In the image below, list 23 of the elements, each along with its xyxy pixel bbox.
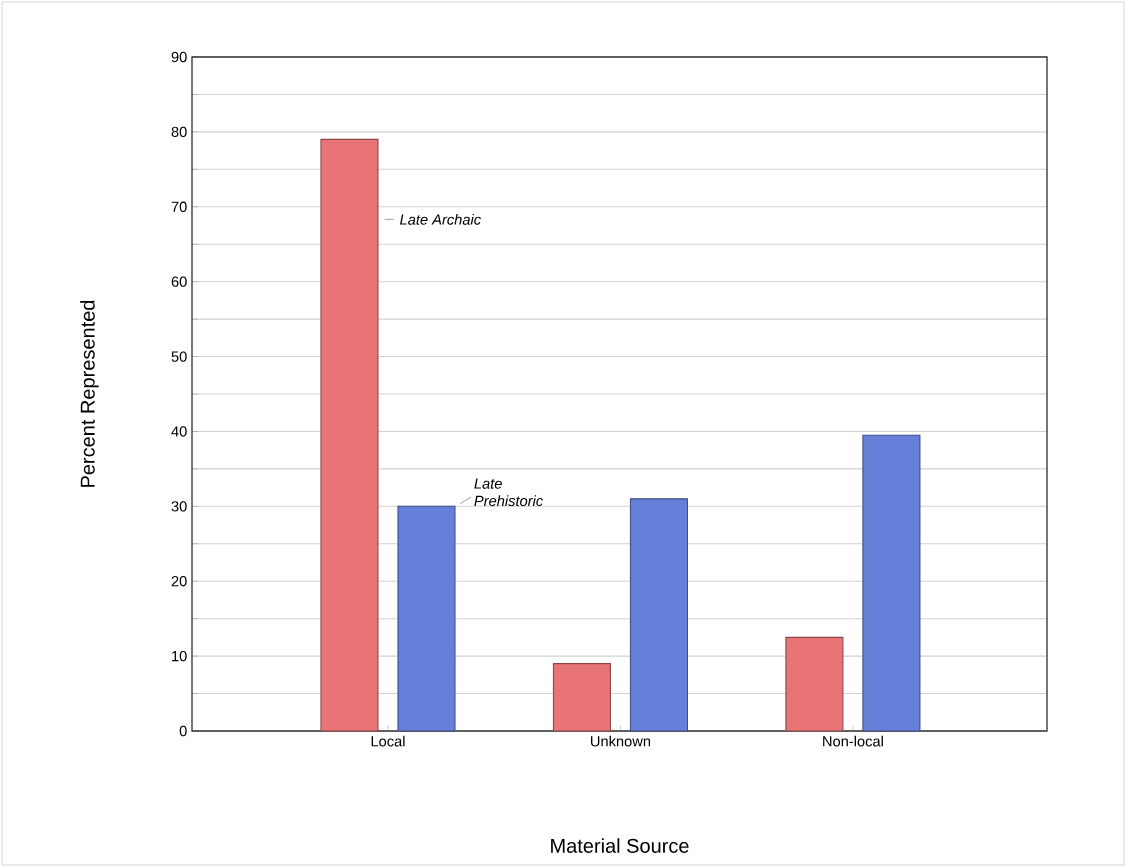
- bar: [397, 505, 456, 732]
- bar: [552, 663, 611, 732]
- x-tick-label: Non-local: [823, 735, 883, 747]
- y-tick-label: 80: [171, 126, 187, 138]
- y-tick-label: 40: [171, 426, 187, 437]
- y-tick-label: 70: [171, 201, 187, 212]
- y-tick-label: 10: [172, 650, 187, 662]
- series-label: Late Archaic: [400, 214, 481, 225]
- x-axis-title: Material Source: [551, 838, 689, 853]
- y-tick-label: 30: [171, 501, 187, 512]
- y-tick-label: 60: [171, 276, 187, 287]
- y-tick-label: 20: [171, 576, 187, 587]
- bar: [320, 138, 379, 732]
- y-tick-label: 90: [171, 51, 187, 63]
- y-tick-label: 50: [171, 351, 187, 362]
- series-label: Late Prehistoric: [474, 478, 544, 507]
- bar: [785, 636, 844, 732]
- y-axis-title: Percent Represented: [80, 300, 99, 487]
- bar: [629, 498, 688, 732]
- y-tick-label: 0: [179, 725, 187, 737]
- x-tick-label: Unknown: [591, 735, 651, 747]
- x-tick-label: Local: [371, 735, 405, 747]
- bar: [862, 434, 921, 732]
